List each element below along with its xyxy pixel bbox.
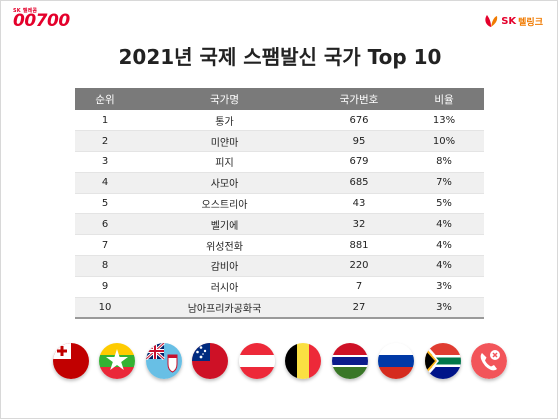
table-row: 6 벨기에 32 4% <box>75 213 484 235</box>
ratio-cell: 5% <box>404 193 484 214</box>
table-row: 8 감비아 220 4% <box>75 255 484 277</box>
country-cell: 러시아 <box>135 276 314 298</box>
ratio-cell: 3% <box>404 297 484 318</box>
ratio-cell: 8% <box>404 151 484 173</box>
ratio-cell: 4% <box>404 255 484 277</box>
logo-sk-text: SK <box>501 15 517 27</box>
rank-cell: 2 <box>75 130 135 152</box>
code-cell: 27 <box>314 297 404 318</box>
rank-cell: 1 <box>75 110 135 131</box>
code-cell: 32 <box>314 213 404 235</box>
table-row: 4 사모아 685 7% <box>75 172 484 194</box>
rank-cell: 4 <box>75 172 135 194</box>
samoa-flag-icon <box>192 343 229 379</box>
country-cell: 사모아 <box>135 172 314 194</box>
country-cell: 벨기에 <box>135 213 314 235</box>
belgium-flag-icon <box>285 343 322 379</box>
myanmar-flag-icon <box>99 343 136 379</box>
rank-cell: 10 <box>75 297 135 318</box>
column-header-rank: 순위 <box>75 88 135 110</box>
blocked-call-icon <box>470 343 507 379</box>
flag-row <box>53 343 507 379</box>
rank-cell: 8 <box>75 255 135 277</box>
ratio-cell: 13% <box>404 110 484 131</box>
table-row: 9 러시아 7 3% <box>75 276 484 298</box>
code-cell: 685 <box>314 172 404 194</box>
code-cell: 679 <box>314 151 404 173</box>
rank-cell: 6 <box>75 213 135 235</box>
logo-big-text: 00700 <box>13 11 70 31</box>
column-header-ratio: 비율 <box>404 88 484 110</box>
country-cell: 위성전화 <box>135 234 314 256</box>
spam-country-table: 순위 국가명 국가번호 비율 1 통가 676 13% 2 미얀마 95 10%… <box>75 88 484 319</box>
austria-flag-icon <box>238 343 275 379</box>
code-cell: 220 <box>314 255 404 277</box>
table-row: 10 남아프리카공화국 27 3% <box>75 297 484 318</box>
table-row: 2 미얀마 95 10% <box>75 130 484 152</box>
ratio-cell: 4% <box>404 213 484 235</box>
tonga-flag-icon <box>53 343 89 379</box>
table-row: 5 오스트리아 43 5% <box>75 193 484 214</box>
code-cell: 881 <box>314 234 404 256</box>
gambia-flag-icon <box>331 343 368 379</box>
column-header-country: 국가명 <box>135 88 314 110</box>
code-cell: 676 <box>314 110 404 131</box>
page-title: 2021년 국제 스팸발신 국가 Top 10 <box>118 45 442 69</box>
country-cell: 피지 <box>135 151 314 173</box>
table-row: 1 통가 676 13% <box>75 110 484 131</box>
ratio-cell: 7% <box>404 172 484 194</box>
table-row: 3 피지 679 8% <box>75 151 484 173</box>
sk-butterfly-icon <box>483 13 499 29</box>
rank-cell: 5 <box>75 193 135 214</box>
sk-00700-logo: SK 텔레콤 00700 <box>13 7 70 31</box>
fiji-flag-icon <box>145 343 182 379</box>
code-cell: 95 <box>314 130 404 152</box>
country-cell: 통가 <box>135 110 314 131</box>
logo-small-text: SK 텔레콤 <box>13 8 38 14</box>
ratio-cell: 4% <box>404 234 484 256</box>
country-cell: 미얀마 <box>135 130 314 152</box>
country-cell: 감비아 <box>135 255 314 277</box>
ratio-cell: 3% <box>404 276 484 298</box>
country-cell: 오스트리아 <box>135 193 314 214</box>
sk-telink-logo: SK 텔링크 <box>483 13 543 29</box>
code-cell: 7 <box>314 276 404 298</box>
logo-telink-text: 텔링크 <box>518 17 543 28</box>
russia-flag-icon <box>378 343 415 379</box>
south-africa-flag-icon <box>424 343 461 379</box>
country-cell: 남아프리카공화국 <box>135 297 314 318</box>
rank-cell: 7 <box>75 234 135 256</box>
table-row: 7 위성전화 881 4% <box>75 234 484 256</box>
code-cell: 43 <box>314 193 404 214</box>
ratio-cell: 10% <box>404 130 484 152</box>
column-header-code: 국가번호 <box>314 88 404 110</box>
rank-cell: 3 <box>75 151 135 173</box>
rank-cell: 9 <box>75 276 135 298</box>
table-header-row: 순위 국가명 국가번호 비율 <box>75 88 484 110</box>
